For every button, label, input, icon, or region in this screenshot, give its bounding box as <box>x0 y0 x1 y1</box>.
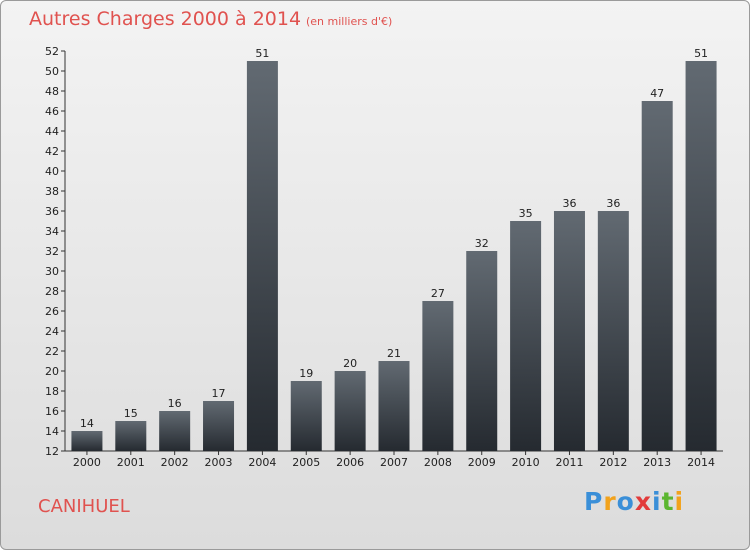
bar <box>510 221 542 451</box>
bar-value-label: 17 <box>212 387 226 400</box>
bar <box>71 431 103 451</box>
y-tick-label: 44 <box>45 125 59 138</box>
chart-title: Autres Charges 2000 à 2014 <box>29 8 302 30</box>
x-tick-label: 2001 <box>117 456 145 469</box>
logo-letter: P <box>584 487 604 516</box>
logo-letter: t <box>661 487 675 516</box>
x-tick-label: 2000 <box>73 456 101 469</box>
location-label: CANIHUEL <box>38 496 130 517</box>
bar <box>641 101 673 451</box>
x-tick-label: 2006 <box>336 456 364 469</box>
logo-letter: x <box>634 487 652 516</box>
y-tick-label: 28 <box>45 285 59 298</box>
x-tick-label: 2002 <box>161 456 189 469</box>
x-tick-label: 2012 <box>599 456 627 469</box>
bar-value-label: 16 <box>168 397 182 410</box>
y-tick-label: 20 <box>45 365 59 378</box>
y-tick-label: 50 <box>45 65 59 78</box>
bar <box>203 401 235 451</box>
x-tick-label: 2011 <box>555 456 583 469</box>
bar-value-label: 14 <box>80 417 94 430</box>
y-tick-label: 48 <box>45 85 59 98</box>
y-tick-label: 38 <box>45 185 59 198</box>
bar-value-label: 19 <box>299 367 313 380</box>
bar <box>685 61 717 451</box>
x-tick-label: 2008 <box>424 456 452 469</box>
bar <box>422 301 454 451</box>
bar-value-label: 15 <box>124 407 138 420</box>
bar <box>466 251 498 451</box>
y-tick-label: 22 <box>45 345 59 358</box>
bar <box>334 371 366 451</box>
x-tick-label: 2014 <box>687 456 715 469</box>
bar-value-label: 36 <box>606 197 620 210</box>
x-tick-label: 2013 <box>643 456 671 469</box>
logo-letter: r <box>603 487 617 516</box>
x-tick-label: 2005 <box>292 456 320 469</box>
bar <box>246 61 278 451</box>
bar <box>597 211 629 451</box>
y-tick-label: 18 <box>45 385 59 398</box>
x-tick-label: 2003 <box>205 456 233 469</box>
x-tick-label: 2010 <box>512 456 540 469</box>
y-tick-label: 36 <box>45 205 59 218</box>
x-tick-label: 2007 <box>380 456 408 469</box>
proxiti-logo: Proxiti <box>584 487 684 516</box>
bar <box>290 381 322 451</box>
y-tick-label: 32 <box>45 245 59 258</box>
bar-value-label: 27 <box>431 287 445 300</box>
logo-letter: i <box>674 487 685 516</box>
y-tick-label: 46 <box>45 105 59 118</box>
y-tick-label: 26 <box>45 305 59 318</box>
x-tick-label: 2009 <box>468 456 496 469</box>
bar <box>115 421 147 451</box>
bar <box>378 361 410 451</box>
x-tick-label: 2004 <box>248 456 276 469</box>
logo-letter: i <box>652 487 662 516</box>
y-tick-label: 30 <box>45 265 59 278</box>
bar-value-label: 32 <box>475 237 489 250</box>
y-tick-label: 14 <box>45 425 59 438</box>
bar-value-label: 51 <box>255 47 269 60</box>
bar <box>159 411 191 451</box>
bar-value-label: 47 <box>650 87 664 100</box>
chart-subtitle: (en milliers d'€) <box>306 15 393 28</box>
y-tick-label: 52 <box>45 45 59 58</box>
bar-value-label: 51 <box>694 47 708 60</box>
bar-value-label: 21 <box>387 347 401 360</box>
bar-value-label: 36 <box>562 197 576 210</box>
bar-value-label: 20 <box>343 357 357 370</box>
logo-letter: o <box>616 487 635 516</box>
y-tick-label: 16 <box>45 405 59 418</box>
y-tick-label: 40 <box>45 165 59 178</box>
y-tick-label: 42 <box>45 145 59 158</box>
bar <box>553 211 585 451</box>
y-tick-label: 24 <box>45 325 59 338</box>
y-tick-label: 34 <box>45 225 59 238</box>
y-tick-label: 12 <box>45 445 59 458</box>
bar-value-label: 35 <box>519 207 533 220</box>
